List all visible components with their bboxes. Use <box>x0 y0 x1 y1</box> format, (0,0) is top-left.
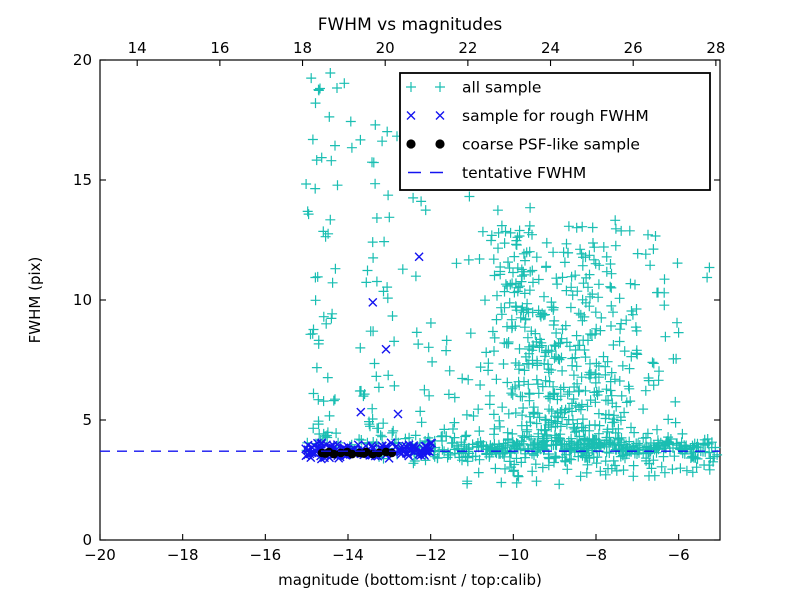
legend-label: all sample <box>462 79 541 97</box>
x-top-tick-label: 16 <box>210 39 229 57</box>
psf-sample-point <box>347 449 357 459</box>
legend-label: tentative FWHM <box>462 164 586 182</box>
x-top-tick-label: 24 <box>541 39 560 57</box>
legend-circle-icon <box>406 139 416 149</box>
legend-circle-icon <box>435 139 445 149</box>
data-points <box>100 68 723 490</box>
psf-sample-point <box>387 448 397 458</box>
x-bottom-tick-label: −14 <box>332 546 364 564</box>
x-top-tick-label: 22 <box>458 39 477 57</box>
legend-x-icon <box>406 111 445 120</box>
psf-sample-point <box>329 449 339 459</box>
y-tick-label: 5 <box>82 411 92 429</box>
x-top-tick-label: 18 <box>293 39 312 57</box>
legend: all sample sample for rough FWHM coarse PS… <box>399 72 711 191</box>
legend-label: sample for rough FWHM <box>462 107 649 125</box>
y-tick-label: 15 <box>73 171 92 189</box>
x-top-tick-label: 26 <box>624 39 643 57</box>
x-bottom-tick-label: −16 <box>250 546 282 564</box>
x-bottom-tick-label: −18 <box>167 546 199 564</box>
x-bottom-tick-label: −12 <box>415 546 447 564</box>
legend-label: coarse PSF-like sample <box>462 136 640 154</box>
psf-sample-point <box>361 447 371 457</box>
x-top-tick-label: 28 <box>706 39 725 57</box>
x-bottom-tick-label: −8 <box>585 546 607 564</box>
x-top-tick-label: 14 <box>128 39 147 57</box>
x-top-tick-label: 20 <box>376 39 395 57</box>
legend-plus-icon <box>406 82 445 92</box>
y-tick-label: 20 <box>73 51 92 69</box>
x-bottom-tick-label: −20 <box>84 546 116 564</box>
y-axis-label: FWHM (pix) <box>26 257 44 344</box>
y-tick-label: 0 <box>82 531 92 549</box>
chart-title: FWHM vs magnitudes <box>318 15 503 35</box>
x-axis-label: magnitude (bottom:isnt / top:calib) <box>278 571 542 589</box>
x-bottom-tick-label: −10 <box>498 546 530 564</box>
axis-ticks: −20 −18 −16 −14 −12 −10 −8 −6 14 16 18 20 22 24 26 28 0 5… <box>73 39 726 564</box>
y-tick-label: 10 <box>73 291 92 309</box>
series-plus-markers <box>301 68 723 490</box>
x-bottom-tick-label: −6 <box>668 546 690 564</box>
legend-box <box>399 72 711 191</box>
